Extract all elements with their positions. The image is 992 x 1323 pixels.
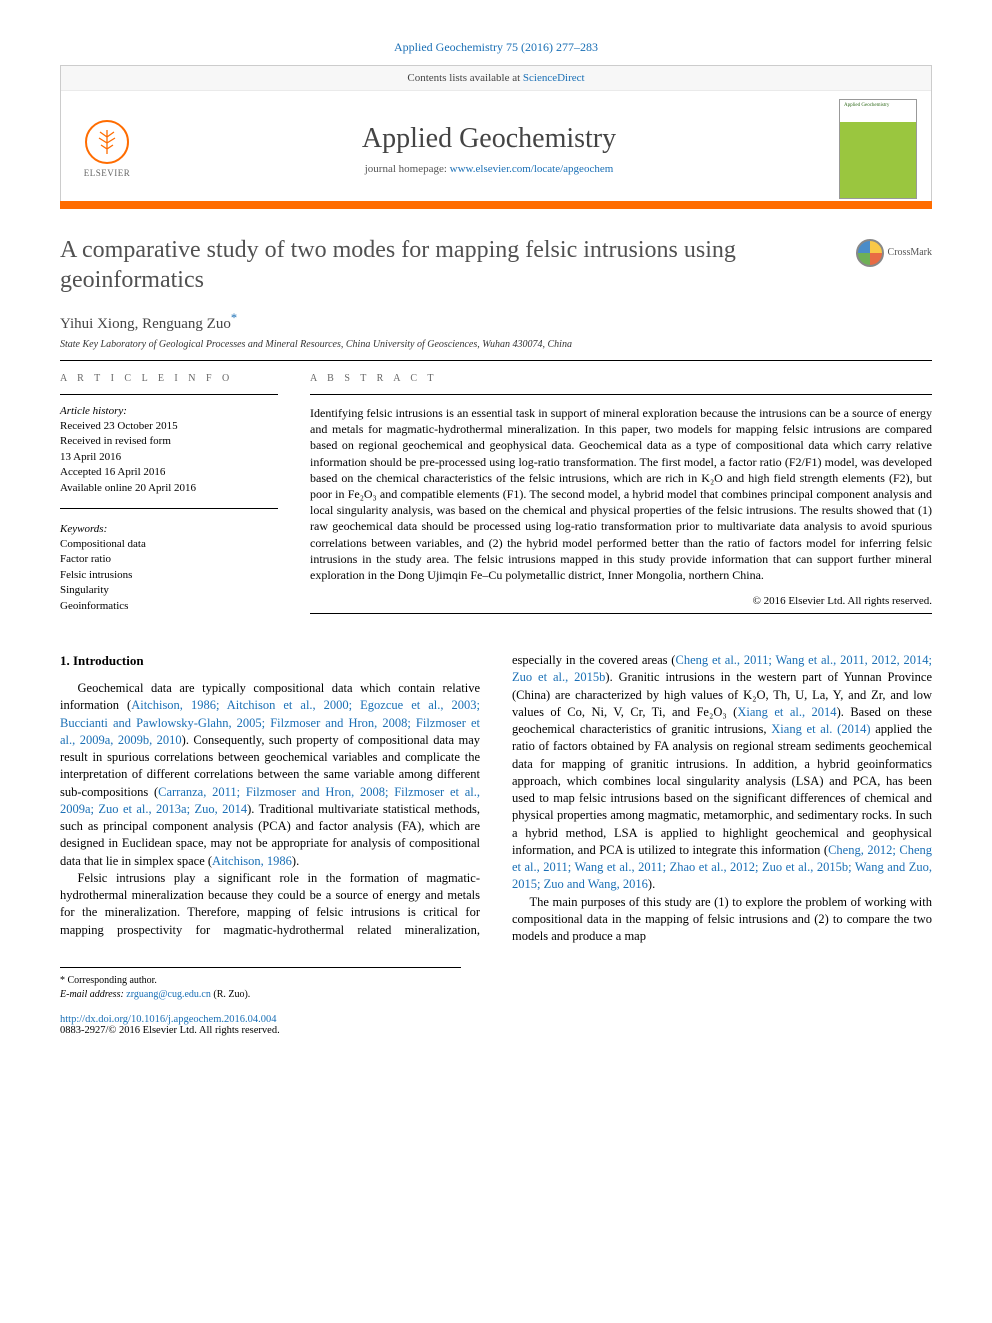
history-line: Received 23 October 2015 bbox=[60, 419, 278, 434]
elsevier-logo: ELSEVIER bbox=[75, 113, 139, 185]
abstract-rule-bottom bbox=[310, 613, 932, 614]
divider bbox=[60, 360, 932, 361]
authors-line: Yihui Xiong, Renguang Zuo* bbox=[60, 311, 932, 333]
citation-bar: Applied Geochemistry 75 (2016) 277–283 bbox=[60, 40, 932, 55]
citation-text[interactable]: Applied Geochemistry 75 (2016) 277–283 bbox=[394, 40, 598, 54]
paragraph: Geochemical data are typically compositi… bbox=[60, 680, 480, 870]
abstract-body: Identifying felsic intrusions is an esse… bbox=[310, 405, 932, 583]
article-title: A comparative study of two modes for map… bbox=[60, 235, 932, 295]
journal-header-box: Contents lists available at ScienceDirec… bbox=[60, 65, 932, 201]
history-label: Article history: bbox=[60, 405, 278, 417]
abstract-rule bbox=[310, 394, 932, 395]
doi-link[interactable]: http://dx.doi.org/10.1016/j.apgeochem.20… bbox=[60, 1014, 932, 1025]
abstract-column: A B S T R A C T Identifying felsic intru… bbox=[310, 373, 932, 624]
sciencedirect-link[interactable]: ScienceDirect bbox=[523, 72, 585, 84]
crossmark-badge[interactable]: CrossMark bbox=[856, 239, 932, 267]
body-text: ). bbox=[648, 877, 655, 891]
section-heading-intro: 1. Introduction bbox=[60, 652, 480, 670]
body-text: ). bbox=[292, 854, 299, 868]
history-line: Received in revised form bbox=[60, 434, 278, 449]
keywords-label: Keywords: bbox=[60, 523, 278, 535]
citation-link[interactable]: Xiang et al. (2014) bbox=[771, 722, 870, 736]
elsevier-brand-text: ELSEVIER bbox=[84, 168, 131, 178]
history-line: Accepted 16 April 2016 bbox=[60, 465, 278, 480]
cover-title: Applied Geochemistry bbox=[844, 103, 889, 108]
contents-text: Contents lists available at bbox=[407, 72, 522, 84]
keyword: Compositional data bbox=[60, 537, 278, 552]
article-info-label: A R T I C L E I N F O bbox=[60, 373, 278, 384]
info-rule bbox=[60, 508, 278, 509]
header-center: Applied Geochemistry journal homepage: w… bbox=[139, 123, 839, 175]
elsevier-tree-icon bbox=[85, 120, 129, 164]
body-columns: 1. Introduction Geochemical data are typ… bbox=[60, 652, 932, 945]
citation-link[interactable]: Aitchison, 1986 bbox=[212, 854, 292, 868]
body-text: applied the ratio of factors obtained by… bbox=[512, 722, 932, 857]
info-abstract-row: A R T I C L E I N F O Article history: R… bbox=[60, 373, 932, 624]
journal-homepage: journal homepage: www.elsevier.com/locat… bbox=[139, 163, 839, 175]
history-line: Available online 20 April 2016 bbox=[60, 481, 278, 496]
keyword: Factor ratio bbox=[60, 552, 278, 567]
authors-names: Yihui Xiong, Renguang Zuo bbox=[60, 316, 231, 332]
journal-title: Applied Geochemistry bbox=[139, 123, 839, 155]
contents-strip: Contents lists available at ScienceDirec… bbox=[61, 66, 931, 91]
header-main: ELSEVIER Applied Geochemistry journal ho… bbox=[61, 91, 931, 201]
corresponding-marker: * bbox=[231, 311, 237, 325]
crossmark-label: CrossMark bbox=[888, 247, 932, 260]
article-info-column: A R T I C L E I N F O Article history: R… bbox=[60, 373, 278, 624]
paragraph: The main purposes of this study are (1) … bbox=[512, 894, 932, 946]
history-line: 13 April 2016 bbox=[60, 450, 278, 465]
crossmark-icon bbox=[856, 239, 884, 267]
footer-meta: http://dx.doi.org/10.1016/j.apgeochem.20… bbox=[60, 1014, 932, 1036]
issn-copyright-line: 0883-2927/© 2016 Elsevier Ltd. All right… bbox=[60, 1025, 932, 1036]
homepage-label: journal homepage: bbox=[365, 163, 450, 175]
abstract-label: A B S T R A C T bbox=[310, 373, 932, 384]
journal-cover-thumbnail: Applied Geochemistry bbox=[839, 99, 917, 199]
corresponding-author-note: * Corresponding author. bbox=[60, 974, 461, 988]
homepage-url-link[interactable]: www.elsevier.com/locate/apgeochem bbox=[450, 163, 614, 175]
email-line: E-mail address: zrguang@cug.edu.cn (R. Z… bbox=[60, 988, 461, 1002]
keyword: Singularity bbox=[60, 583, 278, 598]
affiliation: State Key Laboratory of Geological Proce… bbox=[60, 339, 932, 350]
keyword: Felsic intrusions bbox=[60, 568, 278, 583]
keyword: Geoinformatics bbox=[60, 599, 278, 614]
info-rule bbox=[60, 394, 278, 395]
citation-link[interactable]: Xiang et al., 2014 bbox=[737, 705, 836, 719]
article-title-text: A comparative study of two modes for map… bbox=[60, 237, 736, 293]
email-link[interactable]: zrguang@cug.edu.cn bbox=[126, 989, 211, 1000]
email-label: E-mail address: bbox=[60, 989, 126, 1000]
email-attribution: (R. Zuo). bbox=[213, 989, 250, 1000]
footnotes: * Corresponding author. E-mail address: … bbox=[60, 967, 461, 1002]
orange-divider-bar bbox=[60, 201, 932, 209]
abstract-copyright: © 2016 Elsevier Ltd. All rights reserved… bbox=[310, 595, 932, 607]
body-text: The main purposes of this study are (1) … bbox=[512, 895, 932, 944]
